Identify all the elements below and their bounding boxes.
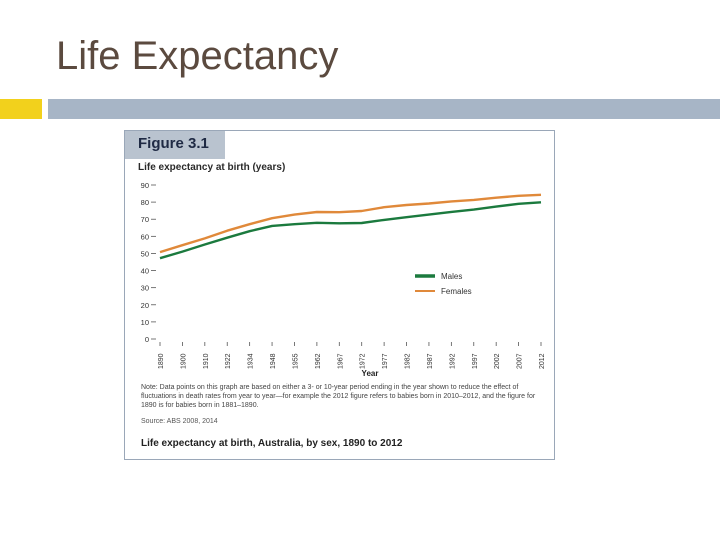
title-rule-bar [48,99,720,119]
series-lines [159,193,542,260]
x-tick-label: 1977 [382,353,389,369]
x-tick-label: 1992 [449,353,456,369]
slide-title: Life Expectancy [56,34,339,78]
x-tick-label: 1997 [472,353,479,369]
males-series-line [159,201,542,260]
males-legend-label: Males [441,272,462,281]
y-tick-label: 70 [141,215,149,224]
x-tick-label: 1900 [180,353,187,369]
figure-subtitle: Life expectancy at birth (years) [138,162,286,173]
y-tick-label: 90 [141,181,149,190]
x-tick-label: 1987 [427,353,434,369]
figure-header: Figure 3.1 [125,131,225,159]
x-tick-label: 1982 [405,353,412,369]
x-tick-label: 1967 [337,353,344,369]
y-tick-label: 80 [141,198,149,207]
females-series-line [159,193,542,254]
y-tick-label: 30 [141,284,149,293]
x-tick-label: 1972 [360,353,367,369]
figure-label: Figure 3.1 [138,135,209,152]
figure-caption: Life expectancy at birth, Australia, by … [141,438,403,449]
x-tick-label: 1910 [203,353,210,369]
legend: Males Females [415,272,472,296]
y-tick-label: 0 [145,335,149,344]
y-tick-label: 20 [141,301,149,310]
figure-note: Note: Data points on this graph are base… [141,384,536,409]
x-tick-label: 1962 [315,353,322,369]
x-tick-label: 2002 [494,353,501,369]
x-tick-label: 1934 [248,353,255,369]
accent-bar [0,99,42,119]
life-expectancy-chart: 0 10 20 30 40 50 60 70 80 90 1890 1900 1910 1922 1934… [141,181,546,378]
x-tick-label: 1948 [270,353,277,369]
x-tick-label: 2012 [539,353,546,369]
x-tick-label: 1890 [158,353,165,369]
figure-source: Source: ABS 2008, 2014 [141,418,218,425]
y-tick-label: 10 [141,318,149,327]
y-tick-label: 40 [141,267,149,276]
y-tick-label: 50 [141,249,149,258]
figure-panel: Figure 3.1 Life expectancy at birth (yea… [124,130,555,460]
y-axis: 0 10 20 30 40 50 60 70 80 90 [141,181,156,344]
x-tick-label: 1955 [292,353,299,369]
x-tick-label: 1922 [225,353,232,369]
females-legend-label: Females [441,287,472,296]
x-axis-label: Year [362,369,379,378]
y-tick-label: 60 [141,232,149,241]
x-tick-label: 2007 [517,353,524,369]
x-axis: 1890 1900 1910 1922 1934 1948 1955 1962 1967 1972… [158,342,546,369]
